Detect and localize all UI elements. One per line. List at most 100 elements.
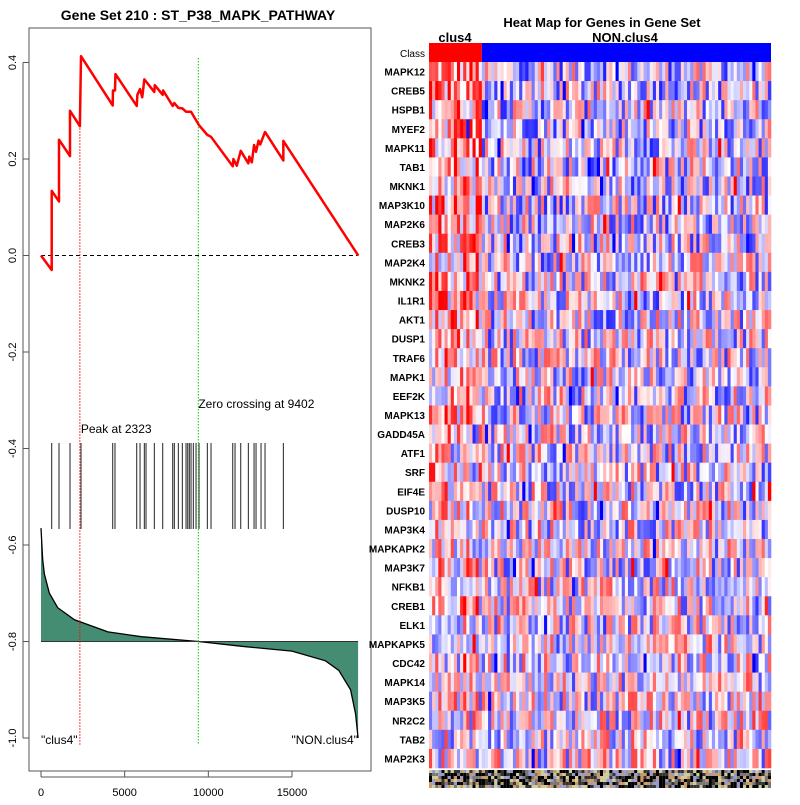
heatmap-cell <box>618 100 623 120</box>
heatmap-cell <box>519 81 523 101</box>
heatmap-cell <box>683 329 688 349</box>
heatmap-cell <box>590 500 595 521</box>
heatmap-cell <box>540 62 545 82</box>
heatmap-cell <box>640 386 644 406</box>
heatmap-cell <box>621 500 626 521</box>
heatmap-cell <box>674 119 679 139</box>
heatmap-cell <box>749 672 753 692</box>
heatmap-cell <box>683 214 688 235</box>
sample-label-glyph <box>693 785 697 788</box>
heatmap-cell <box>506 558 511 578</box>
heatmap-cell <box>618 748 623 769</box>
y-tick-label: 0.2 <box>7 151 19 166</box>
heatmap-cell <box>497 290 501 311</box>
heatmap-cell <box>600 596 604 616</box>
heatmap-cell <box>572 729 576 750</box>
heatmap-cell <box>578 290 582 311</box>
heatmap-cell <box>556 100 560 120</box>
heatmap-cell <box>643 329 647 349</box>
heatmap-cell <box>456 138 461 158</box>
heatmap-cell <box>441 157 445 177</box>
heatmap-cell <box>649 748 654 769</box>
heatmap-cell <box>590 710 595 731</box>
sample-label-glyph <box>736 779 740 782</box>
heatmap-cell <box>618 558 623 578</box>
heatmap-cell <box>584 176 588 196</box>
heatmap-cell <box>547 157 551 177</box>
heatmap-cell <box>494 405 498 425</box>
heatmap-cell <box>718 386 722 406</box>
heatmap-cell <box>478 748 483 769</box>
heatmap-cell <box>618 653 623 673</box>
sample-label-glyph <box>444 782 448 785</box>
heatmap-cell <box>472 290 476 311</box>
heatmap-cell <box>497 672 501 692</box>
heatmap-cell <box>612 62 616 82</box>
heatmap-cell <box>512 653 517 673</box>
heatmap-cell <box>659 748 663 769</box>
heatmap-cell <box>456 672 461 692</box>
heatmap-cell <box>528 634 532 654</box>
heatmap-cell <box>767 577 772 597</box>
heatmap-cell <box>435 252 439 273</box>
heatmap-cell <box>572 615 576 635</box>
sample-label-glyph <box>500 779 504 782</box>
heatmap-cell <box>749 367 753 387</box>
sample-label-glyph <box>708 773 712 776</box>
heatmap-cell <box>441 100 445 120</box>
heatmap-cell <box>739 348 744 368</box>
heatmap-cell <box>503 62 508 82</box>
heatmap-cell <box>441 386 445 406</box>
sample-label-glyph <box>711 782 716 785</box>
heatmap-cell <box>702 157 707 177</box>
heatmap-cell <box>758 481 762 502</box>
sample-label-glyph <box>500 770 504 773</box>
heatmap-cell <box>550 558 554 578</box>
heatmap-cell <box>609 653 613 673</box>
heatmap-cell <box>755 310 759 330</box>
sample-label-glyph <box>556 785 560 788</box>
heatmap-cell <box>634 119 638 139</box>
heatmap-cell <box>534 329 539 349</box>
heatmap-cell <box>715 577 719 597</box>
heatmap-cell <box>739 405 744 425</box>
heatmap-cell <box>587 214 591 235</box>
heatmap-cell <box>559 577 563 597</box>
heatmap-cell <box>705 290 710 311</box>
heatmap-cell <box>733 481 738 502</box>
sample-label-glyph <box>733 785 737 788</box>
heatmap-cell <box>429 443 433 464</box>
sample-label-glyph <box>503 770 507 773</box>
heatmap-cell <box>600 329 604 349</box>
heatmap-cell <box>665 138 669 158</box>
heatmap-cell <box>550 691 554 712</box>
sample-label-glyph <box>730 773 734 776</box>
heatmap-cell <box>727 119 731 139</box>
heatmap-cell <box>655 233 660 254</box>
heatmap-cell <box>578 691 582 712</box>
heatmap-cell <box>497 119 501 139</box>
heatmap-cell <box>683 310 688 330</box>
sample-label-glyph <box>503 782 507 785</box>
heatmap-cell <box>500 634 504 654</box>
sample-label-glyph <box>659 776 663 779</box>
heatmap-cell <box>687 748 691 769</box>
heatmap-cell <box>690 462 694 483</box>
heatmap-cell <box>503 748 508 769</box>
heatmap-cell <box>690 672 694 692</box>
sample-label-glyph <box>693 770 697 773</box>
heatmap-cell <box>721 81 725 101</box>
sample-label-glyph <box>475 773 479 776</box>
heatmap-cell <box>587 558 591 578</box>
heatmap-cell <box>646 462 651 483</box>
sample-label-glyph <box>603 770 607 773</box>
heatmap-cell <box>500 424 504 444</box>
heatmap-cell <box>727 596 731 616</box>
heatmap-cell <box>565 710 570 731</box>
heatmap-cell <box>609 748 613 769</box>
heatmap-cell <box>438 386 442 406</box>
heatmap-cell <box>562 443 567 464</box>
heatmap-cell <box>752 348 756 368</box>
heatmap-cell <box>646 157 651 177</box>
heatmap-cell <box>553 596 557 616</box>
